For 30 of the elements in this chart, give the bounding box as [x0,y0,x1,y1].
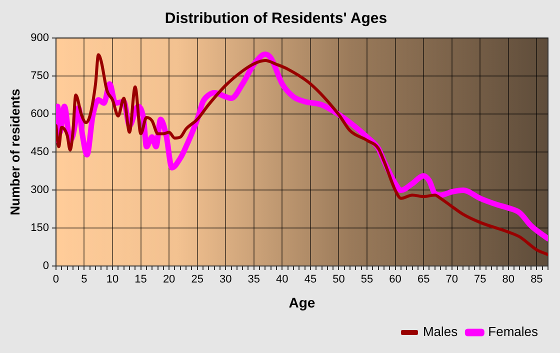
legend-label: Males [422,324,458,340]
y-tick-label: 300 [30,184,49,196]
x-tick-label: 0 [52,274,60,286]
x-tick-label: 5 [81,274,88,286]
chart-title: Distribution of Residents' Ages [164,10,388,28]
y-tick-label: 900 [30,32,49,44]
x-tick-label: 80 [502,274,515,286]
x-tick-label: 25 [191,274,204,286]
x-tick-label: 45 [304,274,317,286]
x-tick-label: 35 [248,274,260,286]
y-tick-label: 750 [30,70,49,82]
x-tick-label: 15 [134,274,147,286]
x-tick-label: 60 [389,274,402,286]
y-tick-label: 150 [30,222,49,234]
legend-label: Females [488,324,538,340]
y-tick-label: 0 [42,260,49,272]
x-tick-label: 10 [106,274,119,286]
x-tick-label: 65 [417,274,430,286]
x-tick-label: 20 [162,274,176,286]
x-axis-title: Age [288,294,316,310]
x-tick-label: 85 [530,274,543,286]
y-axis-title: Number of residents [7,88,22,216]
y-tick-label: 450 [30,146,49,158]
y-tick-label: 600 [30,108,49,120]
x-tick-label: 75 [474,274,486,286]
x-tick-label: 50 [332,274,345,286]
x-tick-label: 30 [220,274,232,286]
x-tick-label: 40 [276,274,288,286]
x-tick-label: 70 [446,274,458,286]
x-tick-label: 55 [360,274,374,286]
